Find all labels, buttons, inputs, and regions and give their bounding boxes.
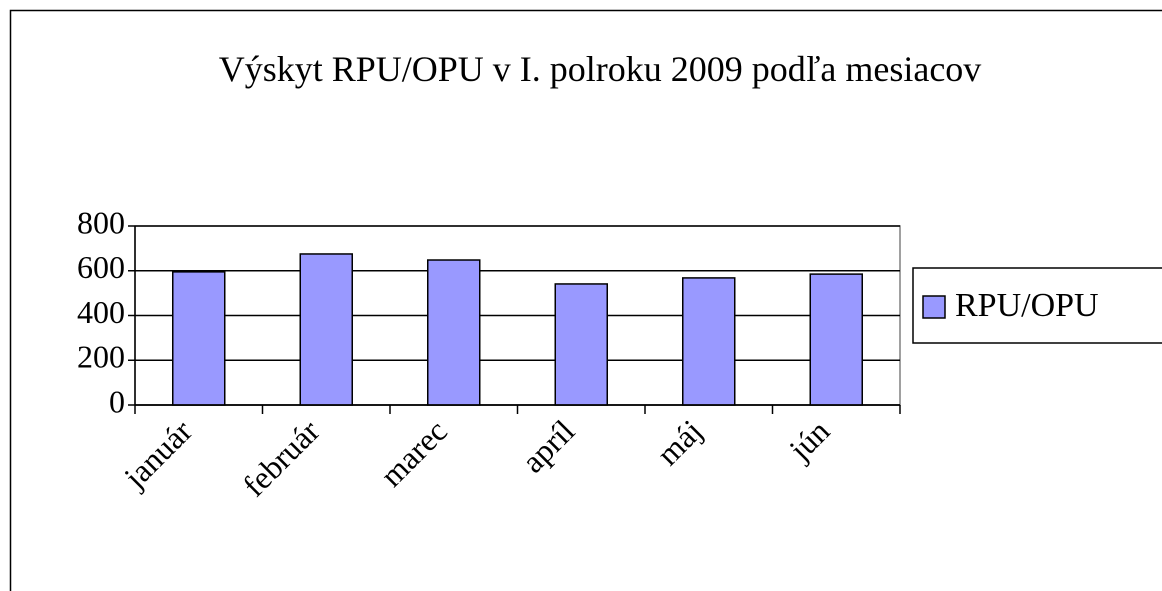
legend-label: RPU/OPU xyxy=(955,287,1099,324)
chart-title: Výskyt RPU/OPU v I. polroku 2009 podľa m… xyxy=(218,49,982,89)
x-tick-label: marec xyxy=(373,413,454,494)
chart-frame xyxy=(9,9,1162,591)
bar xyxy=(554,283,608,406)
y-tick-label: 600 xyxy=(77,249,125,285)
y-tick-label: 800 xyxy=(77,204,125,240)
x-tick-label: január xyxy=(116,412,199,495)
legend-box xyxy=(912,267,1162,344)
bar xyxy=(427,259,481,406)
x-tick-label: február xyxy=(236,412,327,503)
bar xyxy=(682,277,736,406)
bar xyxy=(809,273,863,406)
bar xyxy=(299,253,353,406)
y-tick-label: 400 xyxy=(77,294,125,330)
x-tick-label: máj xyxy=(650,413,709,472)
x-tick-label: jún xyxy=(781,413,836,468)
legend-swatch xyxy=(922,295,946,319)
y-tick-label: 0 xyxy=(109,383,125,419)
y-tick-label: 200 xyxy=(77,339,125,375)
bar xyxy=(172,271,226,406)
x-tick-label: apríl xyxy=(514,413,581,480)
